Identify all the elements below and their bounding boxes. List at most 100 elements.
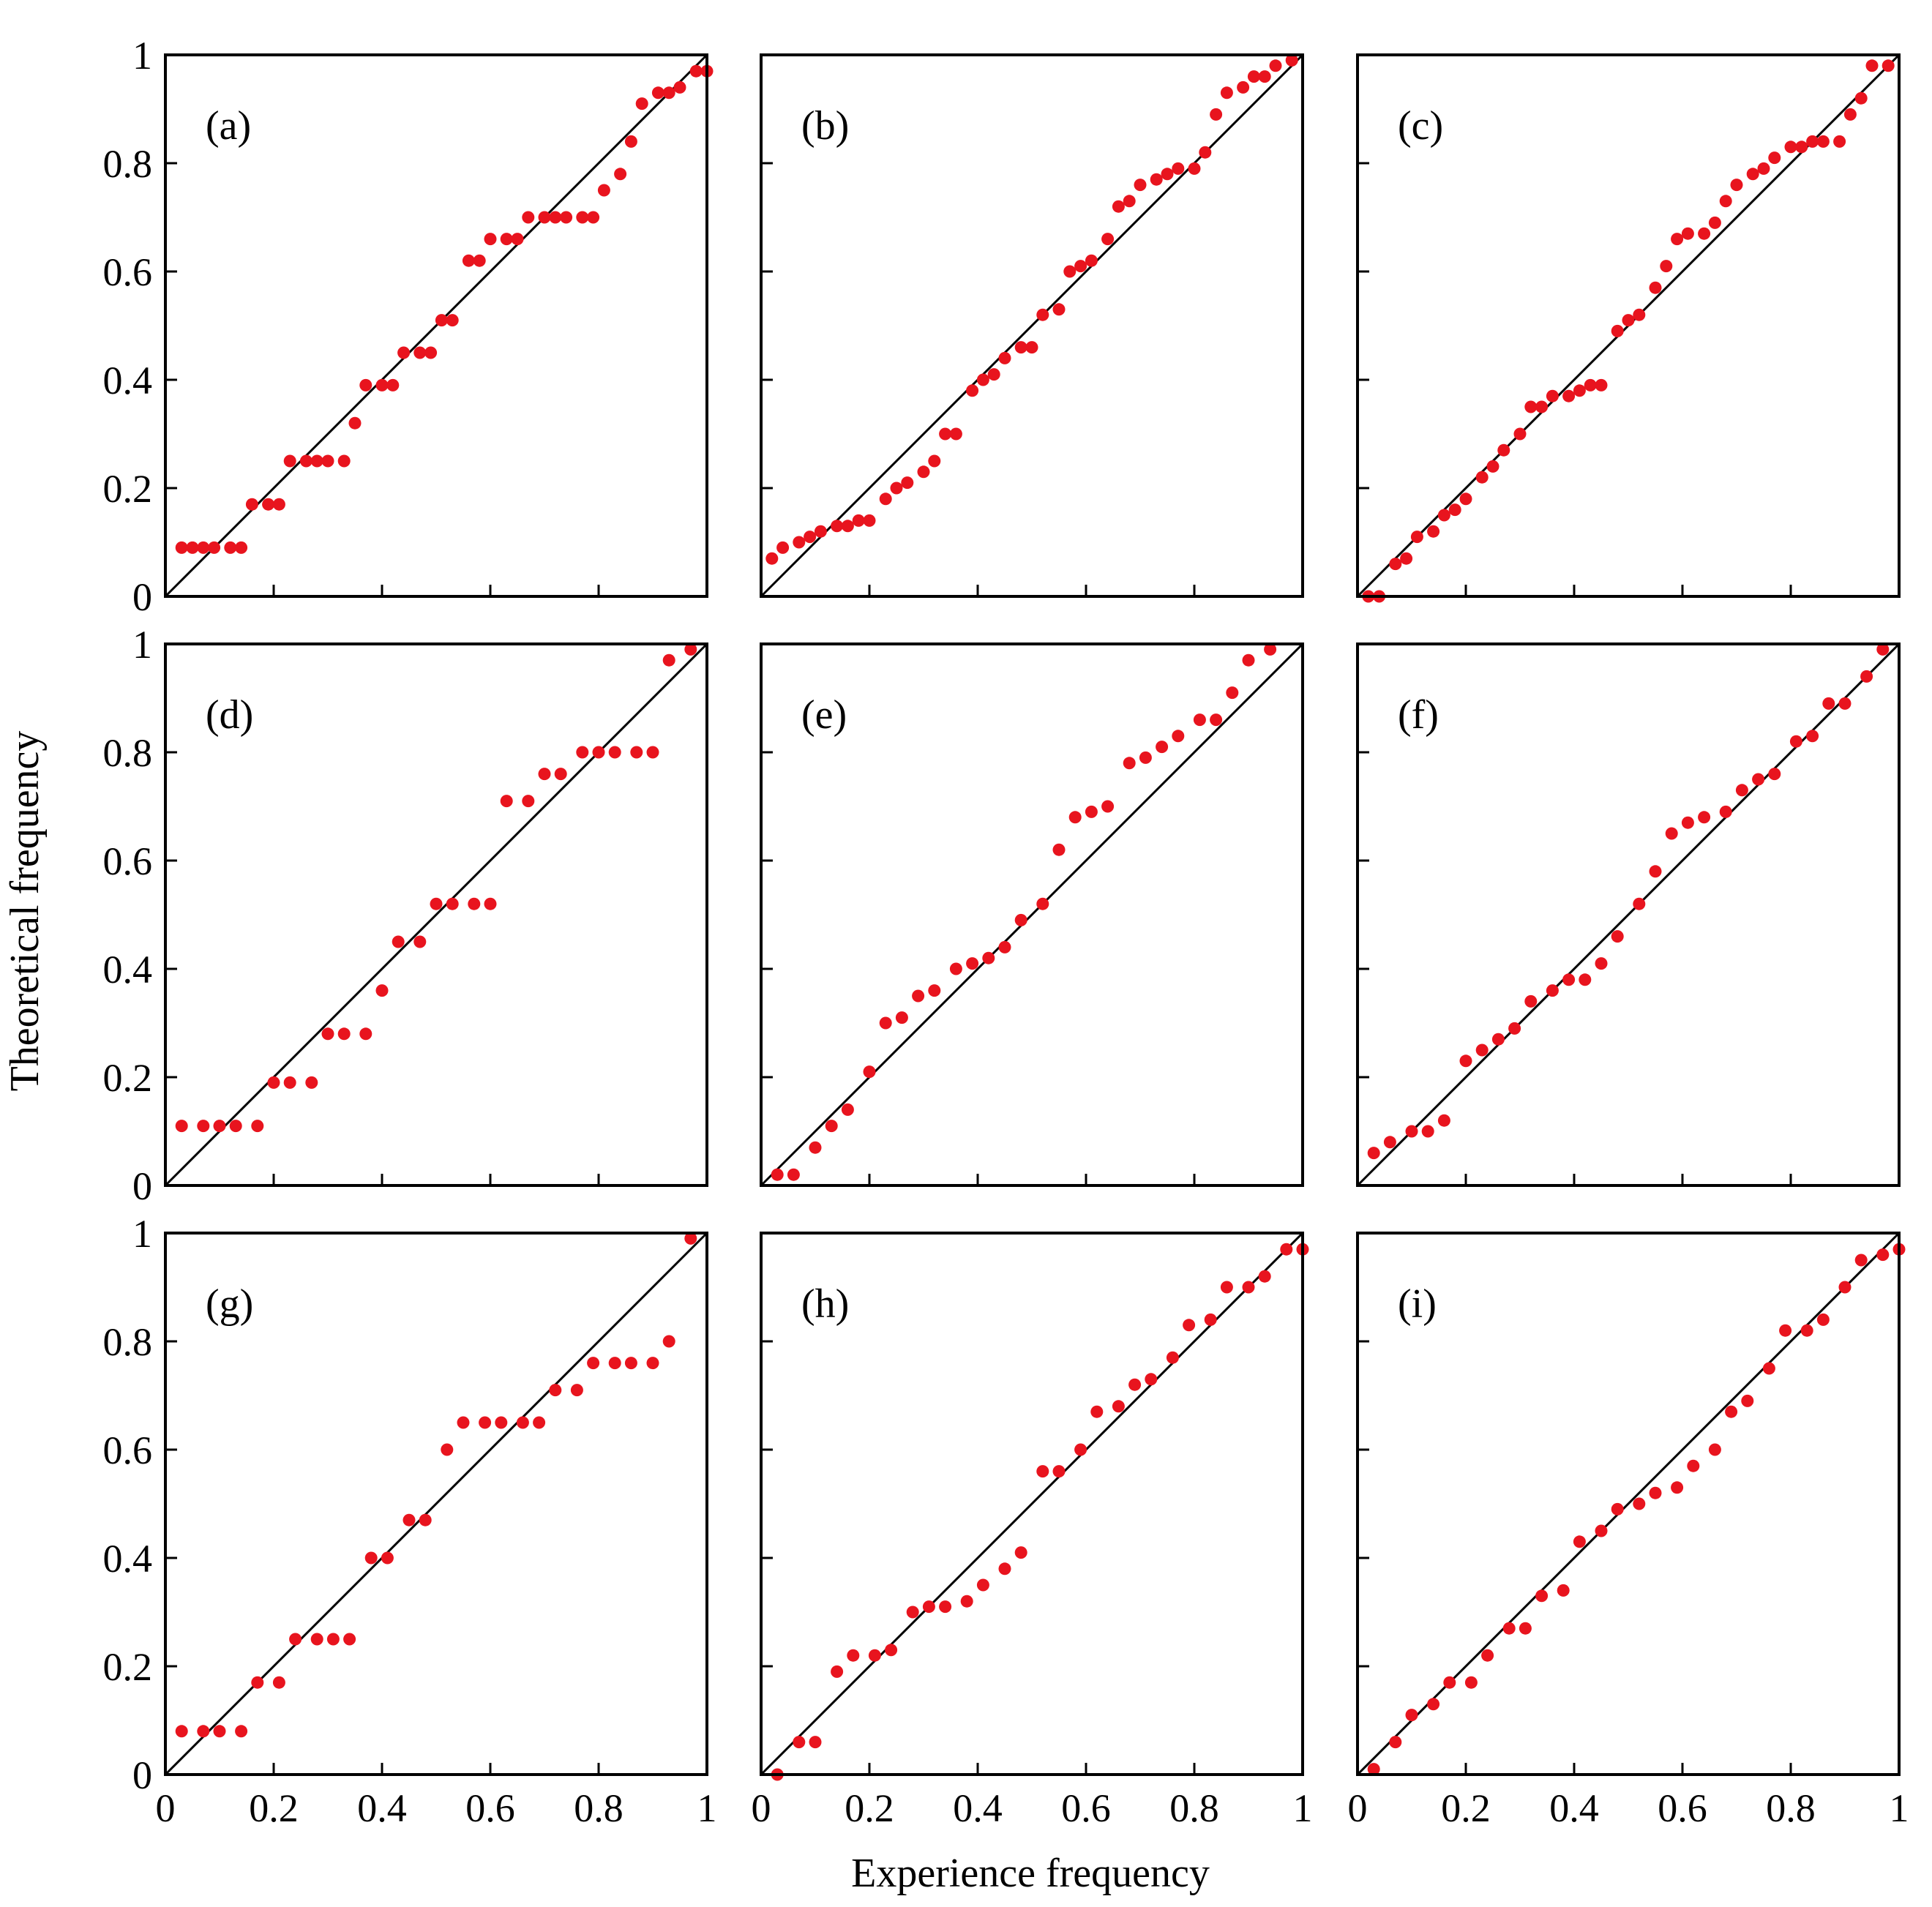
- y-tick-label: 0.6: [103, 1428, 153, 1472]
- data-point: [397, 346, 411, 359]
- data-point: [337, 454, 351, 468]
- data-point: [1816, 135, 1830, 148]
- data-point: [1746, 168, 1759, 181]
- data-point: [375, 378, 389, 391]
- data-point: [1579, 973, 1592, 986]
- data-point: [310, 454, 323, 468]
- data-point: [1649, 865, 1662, 878]
- data-point: [1876, 1248, 1890, 1262]
- plot-frame: [760, 1232, 1304, 1776]
- data-point: [1860, 670, 1873, 683]
- data-point: [998, 1562, 1011, 1576]
- data-point: [831, 1665, 844, 1678]
- data-point: [939, 427, 952, 441]
- data-point: [1123, 195, 1136, 208]
- reference-line: [760, 53, 1304, 598]
- y-tick-label: 0.8: [103, 1320, 153, 1364]
- panel-b: (b): [760, 53, 1304, 598]
- data-point: [272, 1676, 285, 1689]
- data-point: [765, 552, 779, 565]
- data-point: [587, 1357, 600, 1370]
- data-point: [1524, 400, 1538, 413]
- data-point: [939, 1600, 952, 1614]
- data-point: [1671, 1481, 1684, 1494]
- y-tick-label: 0.8: [103, 142, 153, 186]
- data-point: [1611, 1502, 1624, 1516]
- y-tick-label: 0: [132, 1753, 152, 1797]
- data-point: [1156, 741, 1169, 754]
- data-point: [1822, 697, 1835, 710]
- data-point: [289, 1633, 302, 1646]
- data-point: [484, 897, 497, 910]
- data-point: [1854, 91, 1868, 105]
- panel-label: (g): [206, 1281, 253, 1327]
- x-tick-label: 0: [1348, 1786, 1368, 1830]
- data-point: [1405, 1709, 1418, 1722]
- data-point: [689, 64, 703, 78]
- data-point: [549, 1384, 562, 1397]
- data-point: [495, 1416, 508, 1429]
- data-point: [348, 416, 362, 430]
- data-point: [321, 1027, 334, 1041]
- data-point: [213, 1120, 226, 1133]
- data-point: [1719, 805, 1732, 818]
- x-tick-label: 0.6: [1061, 1786, 1111, 1830]
- data-point: [863, 1065, 876, 1079]
- data-point: [1475, 471, 1489, 484]
- data-point: [1101, 800, 1115, 813]
- data-point: [392, 935, 405, 948]
- x-tick-label: 0.2: [249, 1786, 299, 1830]
- data-point: [646, 746, 659, 759]
- data-point: [1562, 389, 1576, 402]
- plot-frame: [1356, 642, 1901, 1187]
- data-point: [1795, 141, 1808, 154]
- y-tick-label: 0.8: [103, 731, 153, 775]
- data-point: [1068, 811, 1082, 824]
- y-tick-label: 0.4: [103, 1537, 153, 1581]
- data-point: [213, 1725, 226, 1738]
- data-point: [1762, 1362, 1775, 1375]
- data-point: [1687, 1459, 1700, 1472]
- data-point: [928, 984, 941, 997]
- data-point: [1816, 1313, 1830, 1326]
- data-point: [1611, 930, 1624, 943]
- data-point: [457, 1416, 470, 1429]
- data-point: [684, 642, 697, 656]
- data-point: [1183, 1319, 1196, 1332]
- data-point: [576, 211, 589, 224]
- data-point: [1242, 653, 1255, 667]
- data-point: [976, 373, 989, 386]
- data-point: [533, 1416, 546, 1429]
- data-point: [413, 346, 427, 359]
- data-point: [538, 211, 551, 224]
- data-point: [879, 1016, 892, 1030]
- data-point: [1800, 1324, 1813, 1337]
- data-point: [283, 1076, 296, 1089]
- data-point: [1145, 1373, 1158, 1386]
- data-point: [554, 768, 567, 781]
- panel-a: (a) 0 0.2 0.4 0.6 0.8 1: [103, 34, 714, 619]
- data-point: [1237, 80, 1250, 94]
- data-point: [1459, 1054, 1472, 1068]
- data-point: [1036, 1465, 1049, 1478]
- y-tick-label: 0.4: [103, 948, 153, 992]
- data-point: [484, 233, 497, 246]
- data-point: [283, 454, 296, 468]
- panel-e: (e): [760, 642, 1304, 1187]
- data-point: [1562, 973, 1576, 986]
- data-point: [1210, 713, 1223, 727]
- data-point: [841, 1103, 854, 1116]
- data-point: [1719, 195, 1732, 208]
- data-point: [809, 1141, 822, 1154]
- data-point: [1199, 146, 1212, 159]
- data-point: [1595, 957, 1608, 970]
- data-point: [197, 541, 210, 554]
- data-point: [1247, 70, 1260, 83]
- data-point: [267, 1076, 280, 1089]
- data-point: [576, 746, 589, 759]
- data-point: [1063, 265, 1077, 278]
- data-point: [1459, 492, 1472, 506]
- data-point: [949, 427, 962, 441]
- data-point: [1768, 151, 1781, 165]
